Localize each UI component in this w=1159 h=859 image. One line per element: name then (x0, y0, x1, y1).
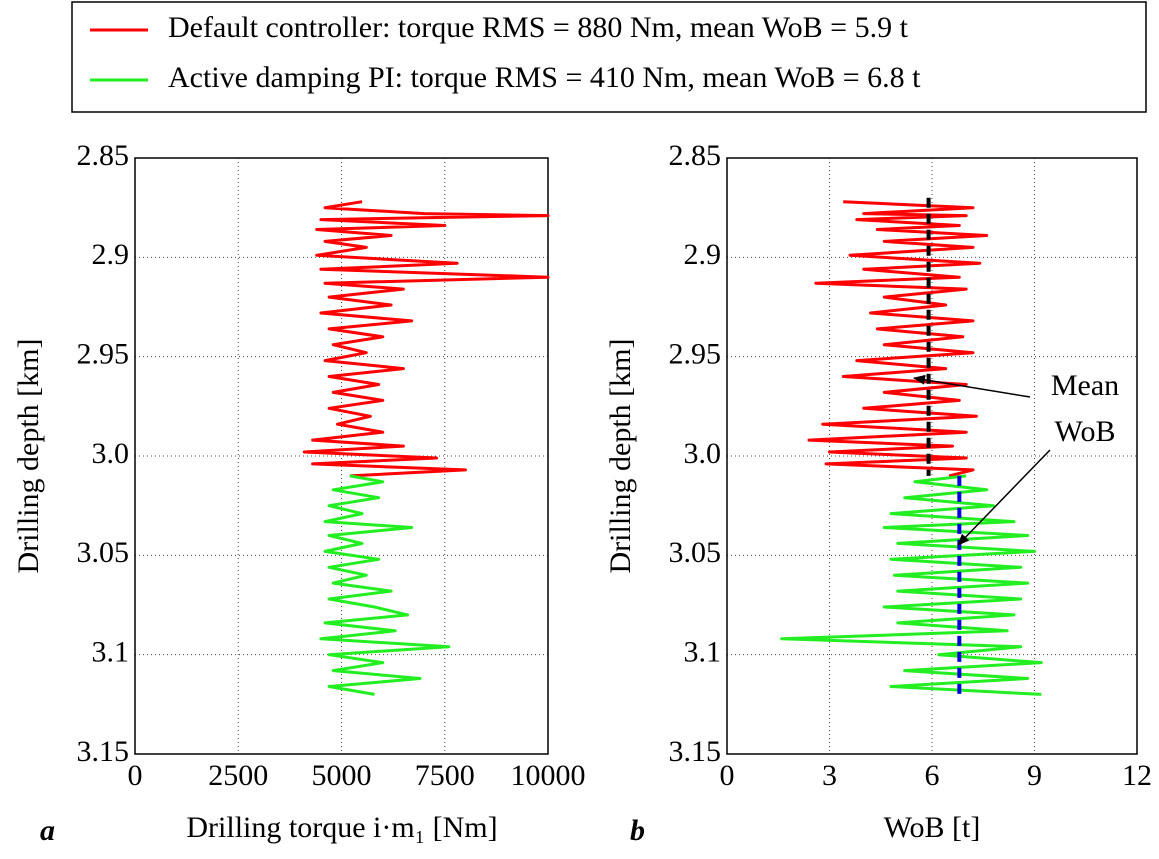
panel-label: a (40, 814, 55, 847)
y-tick-label: 2.95 (77, 338, 130, 371)
y-tick-label: 3.1 (684, 636, 722, 669)
x-tick-label: 7500 (415, 759, 475, 792)
annotation-arrow (957, 449, 1051, 546)
panel-label: b (630, 814, 645, 847)
data-line (319, 474, 451, 696)
annotation: WoB (1055, 415, 1116, 448)
y-tick-label: 3.1 (92, 636, 130, 669)
x-tick-label: 3 (822, 759, 837, 792)
legend-label: Default controller: torque RMS = 880 Nm,… (168, 11, 909, 44)
data-line (807, 200, 989, 478)
plot-frame (134, 157, 549, 755)
x-tick-label: 9 (1027, 759, 1042, 792)
y-tick-label: 3.05 (669, 536, 722, 569)
y-tick-label: 3.05 (77, 536, 130, 569)
y-tick-label: 2.85 (77, 139, 130, 172)
y-tick-label: 3.15 (669, 735, 722, 768)
y-axis-label: Drilling depth [km] (12, 339, 45, 574)
x-tick-label: 2500 (208, 759, 268, 792)
y-tick-label: 2.9 (92, 238, 130, 271)
y-tick-label: 3.15 (77, 735, 130, 768)
x-tick-label: 10000 (511, 759, 586, 792)
y-tick-label: 3.0 (684, 437, 722, 470)
x-tick-label: 0 (720, 759, 735, 792)
x-tick-label: 12 (1122, 759, 1152, 792)
data-line (302, 200, 550, 478)
legend-box (71, 1, 1147, 113)
y-tick-label: 3.0 (92, 437, 130, 470)
annotation: Mean (1051, 369, 1119, 402)
legend-label: Active damping PI: torque RMS = 410 Nm, … (168, 61, 921, 94)
x-tick-label: 6 (925, 759, 940, 792)
x-tick-label: 0 (128, 759, 143, 792)
y-tick-label: 2.85 (669, 139, 722, 172)
y-tick-label: 2.9 (684, 238, 722, 271)
y-axis-label: Drilling depth [km] (604, 339, 637, 574)
x-axis-label: Drilling torque i·m₁ [Nm] (186, 811, 497, 844)
annotation-arrow (913, 374, 1031, 398)
data-line (780, 474, 1043, 696)
x-tick-label: 5000 (312, 759, 372, 792)
plot-area (135, 158, 548, 754)
plot-frame (726, 157, 1138, 755)
x-axis-label: WoB [t] (884, 811, 981, 844)
y-tick-label: 2.95 (669, 338, 722, 371)
